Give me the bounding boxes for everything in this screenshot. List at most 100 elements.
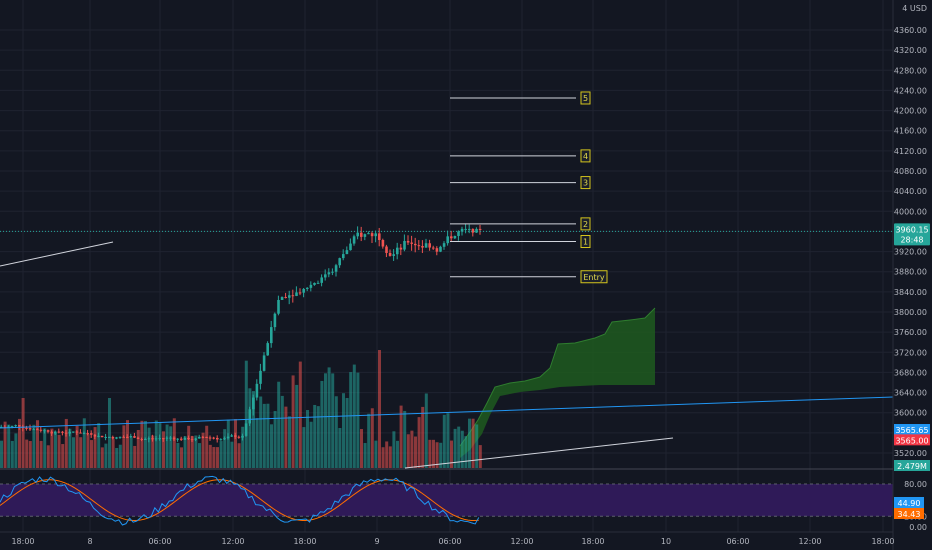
volume-bar <box>226 419 230 468</box>
volume-bar <box>32 424 36 468</box>
target-box <box>580 217 591 231</box>
volume-bar <box>266 403 270 468</box>
candle-body <box>270 327 273 344</box>
volume-bar <box>432 439 435 468</box>
volume-bar <box>133 445 137 468</box>
volume-bar <box>234 419 237 468</box>
volume-bar <box>39 440 43 468</box>
candle-body <box>309 284 313 288</box>
stoch-tick-label: 80.00 <box>904 480 927 489</box>
volume-bar <box>183 436 187 468</box>
candle-body <box>244 423 248 436</box>
volume-bar <box>349 372 353 468</box>
candle-body <box>154 438 158 440</box>
y-tick-label: 3880.00 <box>894 268 927 277</box>
volume-bar <box>446 413 450 468</box>
candle-body <box>25 427 28 429</box>
currency-label: 4 USD <box>902 4 927 13</box>
candle-body <box>90 433 93 435</box>
candle-body <box>28 428 32 430</box>
volume-bar <box>165 424 169 468</box>
candle-body <box>471 228 475 233</box>
candle-body <box>79 432 82 434</box>
candle-body <box>212 437 215 439</box>
candle-body <box>158 438 161 440</box>
price-badge-label: 3565.00 <box>895 436 928 445</box>
candle-body <box>388 252 392 256</box>
volume-bar <box>172 418 176 468</box>
candle-body <box>126 436 129 438</box>
candle-body <box>82 433 86 435</box>
candle-body <box>183 437 187 440</box>
candle-body <box>334 265 338 272</box>
candle-body <box>428 243 431 248</box>
volume-bar <box>424 393 428 468</box>
candle-body <box>190 439 194 441</box>
volume-bar <box>7 424 11 468</box>
candle-body <box>172 437 176 440</box>
volume-bar <box>115 447 119 468</box>
candle-body <box>194 438 197 440</box>
current-price-label: 3960.15 <box>895 225 928 234</box>
volume-bar <box>270 424 273 468</box>
volume-bar <box>50 428 54 468</box>
volume-bar <box>468 418 471 468</box>
candle-body <box>306 287 309 289</box>
candle-body <box>417 245 421 247</box>
candle-body <box>147 438 151 440</box>
volume-bar <box>82 418 86 468</box>
candle-body <box>460 228 464 232</box>
volume-bar <box>241 426 245 468</box>
candle-body <box>464 228 467 230</box>
volume-bar <box>169 426 173 468</box>
candle-body <box>478 228 482 230</box>
volume-bar <box>464 436 468 468</box>
volume-bar <box>93 427 97 468</box>
candle-body <box>39 429 43 431</box>
current-price-badge <box>894 223 930 246</box>
volume-bar <box>28 441 32 468</box>
price-badge-label: 2.479M <box>897 462 927 471</box>
candle-body <box>252 397 255 410</box>
stoch-badge <box>894 497 924 508</box>
candle-body <box>374 233 377 237</box>
volume-bar <box>453 428 457 468</box>
volume-bar <box>111 439 115 468</box>
candle-body <box>349 243 352 251</box>
target-box <box>580 270 608 284</box>
volume-bar <box>421 406 425 468</box>
volume-bar <box>100 447 104 468</box>
candle-body <box>14 425 17 427</box>
candle-body <box>248 409 251 424</box>
volume-bar <box>370 408 374 468</box>
candle-body <box>68 431 71 434</box>
volume-bar <box>144 421 147 468</box>
price-badge <box>894 434 930 446</box>
volume-bar <box>399 405 403 468</box>
volume-bar <box>205 425 209 468</box>
volume-bar <box>46 445 50 468</box>
target-label: 4 <box>583 152 588 161</box>
volume-bar <box>219 441 223 468</box>
price-badge-label: 3565.65 <box>895 426 928 435</box>
y-tick-label: 4320.00 <box>894 46 927 55</box>
y-tick-label: 3520.00 <box>894 449 927 458</box>
volume-bar <box>244 360 248 468</box>
candle-body <box>345 250 349 255</box>
volume-bar <box>180 447 183 468</box>
target-box <box>580 91 591 105</box>
volume-bar <box>97 423 101 468</box>
candle-body <box>255 383 259 398</box>
candle-body <box>396 247 399 255</box>
candle-body <box>162 438 165 440</box>
candle-body <box>392 254 395 256</box>
candle-body <box>208 437 212 439</box>
candle-body <box>288 295 291 298</box>
candle-body <box>439 246 442 252</box>
x-tick-label: 9 <box>374 537 379 546</box>
candle-body <box>140 438 143 440</box>
candle-body <box>446 236 449 244</box>
candle-body <box>327 272 331 275</box>
